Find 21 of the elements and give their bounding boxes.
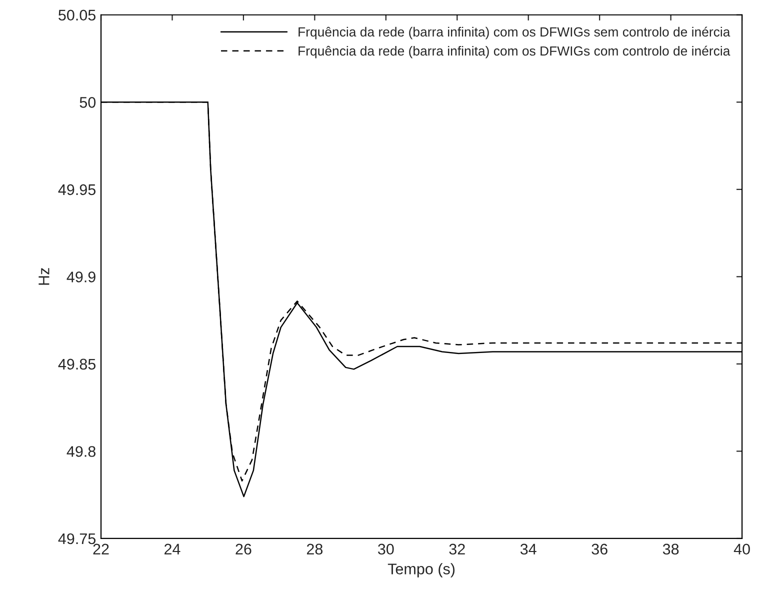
x-tick-label: 34 [520, 544, 536, 555]
y-tick-label: 50.05 [58, 10, 96, 21]
y-tick-label: 49.95 [58, 184, 96, 196]
x-tick-label: 24 [164, 544, 180, 554]
x-tick-label: 28 [306, 544, 323, 555]
y-tick-label: 49.8 [66, 446, 96, 457]
x-tick-label: 30 [378, 544, 394, 555]
legend-label: Frquência da rede (barra infinita) com os DFWIGs sem controlo de inércia [298, 26, 730, 40]
x-tick-label: 36 [592, 544, 608, 555]
y-axis-title: Hz [38, 268, 50, 285]
y-tick-label: 50 [80, 97, 96, 108]
y-tick-label: 49.75 [58, 533, 96, 544]
legend-label: Frquência da rede (barra infinita) com os DFWIGs com controlo de inércia [298, 46, 730, 58]
x-axis-title: Tempo (s) [388, 563, 455, 578]
x-tick-label: 38 [662, 544, 679, 555]
x-tick-label: 40 [734, 544, 750, 555]
x-tick-label: 32 [449, 544, 465, 555]
y-tick-label: 49.85 [58, 358, 96, 370]
x-tick-label: 22 [93, 544, 109, 554]
y-tick-label: 49.9 [66, 272, 96, 282]
x-tick-label: 26 [236, 544, 252, 555]
